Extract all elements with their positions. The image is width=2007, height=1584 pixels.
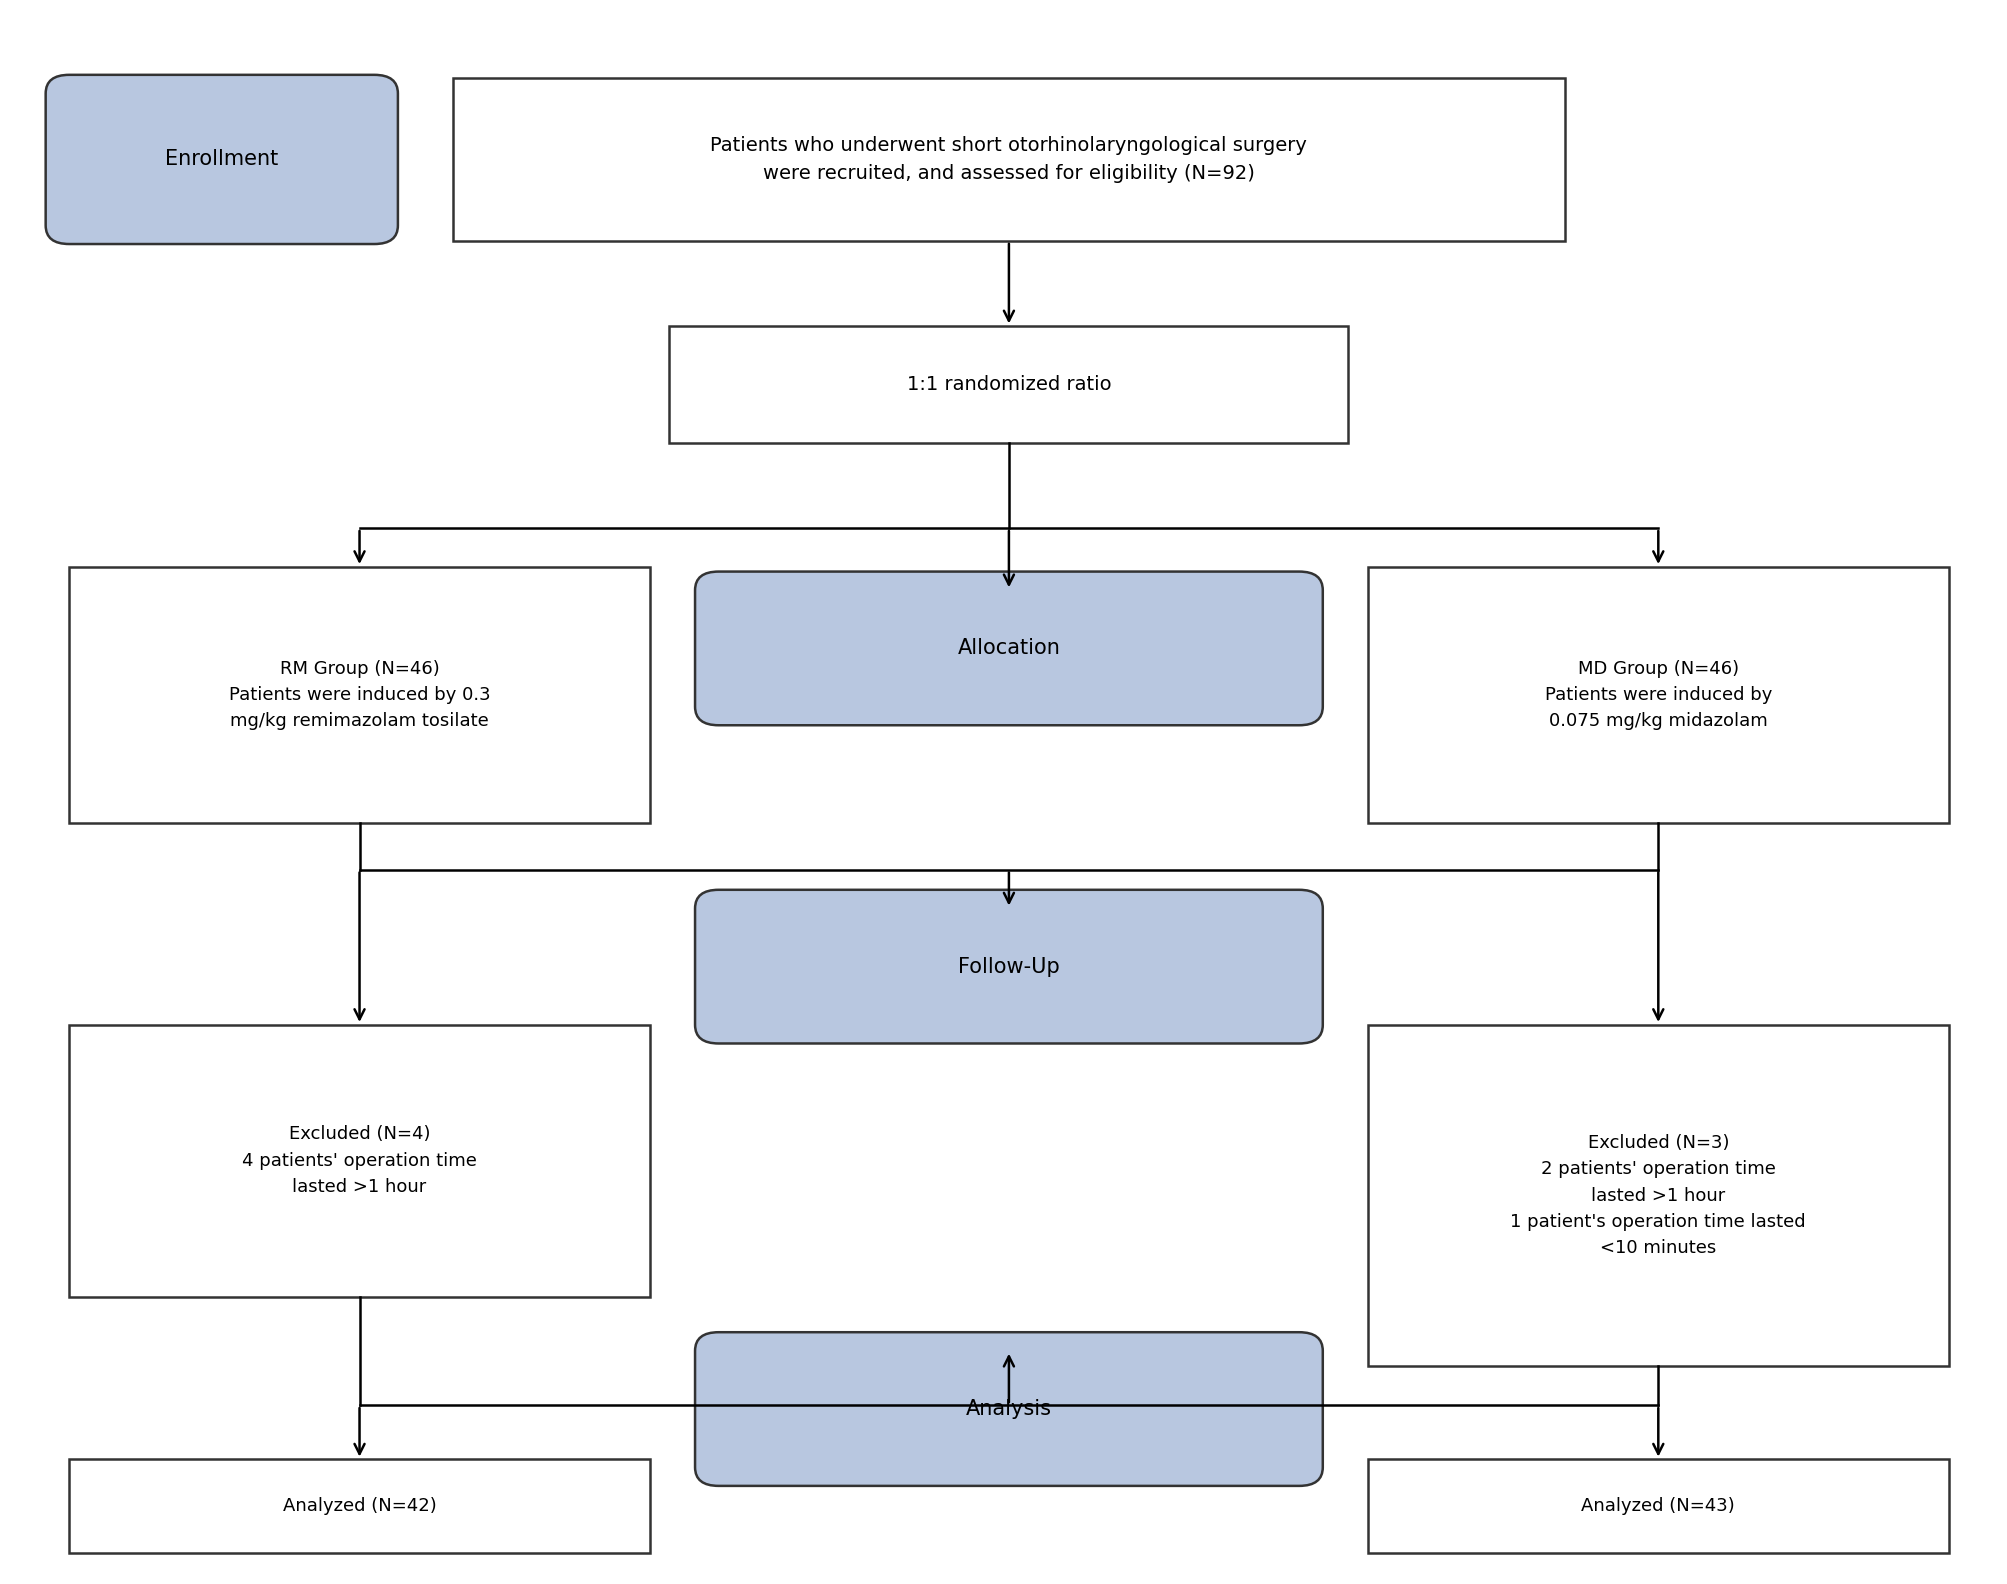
FancyBboxPatch shape xyxy=(694,572,1323,725)
Text: Analyzed (N=42): Analyzed (N=42) xyxy=(283,1497,436,1514)
Text: MD Group (N=46)
Patients were induced by
0.075 mg/kg midazolam: MD Group (N=46) Patients were induced by… xyxy=(1543,659,1770,730)
FancyBboxPatch shape xyxy=(694,1332,1323,1486)
Text: Excluded (N=3)
2 patients' operation time
lasted >1 hour
1 patient's operation t: Excluded (N=3) 2 patients' operation tim… xyxy=(1509,1134,1804,1258)
Text: Follow-Up: Follow-Up xyxy=(957,957,1060,977)
FancyBboxPatch shape xyxy=(1367,1025,1947,1367)
FancyBboxPatch shape xyxy=(1367,567,1947,824)
FancyBboxPatch shape xyxy=(68,567,650,824)
Text: Patients who underwent short otorhinolaryngological surgery
were recruited, and : Patients who underwent short otorhinolar… xyxy=(710,136,1307,182)
FancyBboxPatch shape xyxy=(694,890,1323,1044)
Text: Enrollment: Enrollment xyxy=(165,149,279,169)
Text: RM Group (N=46)
Patients were induced by 0.3
mg/kg remimazolam tosilate: RM Group (N=46) Patients were induced by… xyxy=(229,659,490,730)
FancyBboxPatch shape xyxy=(1367,1459,1947,1552)
Text: Allocation: Allocation xyxy=(957,638,1060,659)
FancyBboxPatch shape xyxy=(668,326,1349,442)
FancyBboxPatch shape xyxy=(68,1025,650,1296)
FancyBboxPatch shape xyxy=(46,74,397,244)
FancyBboxPatch shape xyxy=(68,1459,650,1552)
Text: 1:1 randomized ratio: 1:1 randomized ratio xyxy=(905,375,1110,394)
Text: Excluded (N=4)
4 patients' operation time
lasted >1 hour: Excluded (N=4) 4 patients' operation tim… xyxy=(243,1125,478,1196)
Text: Analyzed (N=43): Analyzed (N=43) xyxy=(1582,1497,1734,1514)
Text: Analysis: Analysis xyxy=(965,1399,1052,1419)
FancyBboxPatch shape xyxy=(454,78,1563,241)
